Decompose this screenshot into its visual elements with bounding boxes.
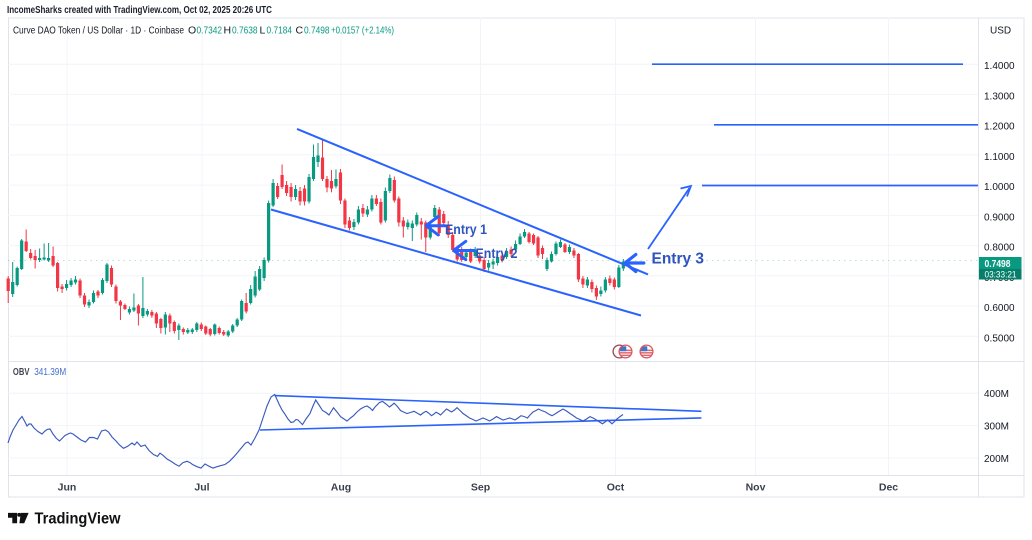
svg-text:1.1000: 1.1000 [984,152,1015,163]
svg-text:1.4000: 1.4000 [984,61,1015,72]
svg-text:400M: 400M [984,389,1009,400]
svg-text:Jun: Jun [58,482,77,494]
svg-text:0.7498: 0.7498 [985,259,1011,270]
svg-text:Dec: Dec [879,482,898,494]
svg-text:Entry 2: Entry 2 [476,246,518,261]
svg-text:Oct: Oct [607,482,625,494]
svg-text:0.6000: 0.6000 [984,303,1015,314]
svg-text:TradingView: TradingView [35,510,122,527]
svg-text:341.39M: 341.39M [34,367,66,378]
svg-text:1.2000: 1.2000 [984,122,1015,133]
svg-text:0.5000: 0.5000 [984,333,1015,344]
svg-text:1.0000: 1.0000 [984,182,1015,193]
svg-text:Entry 1: Entry 1 [445,222,487,237]
svg-text:0.9000: 0.9000 [984,212,1015,223]
svg-text:Aug: Aug [331,482,351,494]
svg-text:03:33:21: 03:33:21 [985,270,1017,281]
svg-text:200M: 200M [984,454,1009,465]
svg-text:Sep: Sep [471,482,490,494]
svg-text:300M: 300M [984,422,1009,433]
svg-text:Jul: Jul [194,482,209,494]
svg-text:IncomeSharks created with Trad: IncomeSharks created with TradingView.co… [7,4,272,16]
svg-text:0.8000: 0.8000 [984,243,1015,254]
svg-text:Nov: Nov [746,482,766,494]
svg-text:1.3000: 1.3000 [984,91,1015,102]
svg-text:Curve DAO Token / US Dollar ·: Curve DAO Token / US Dollar · 1D · Coinb… [13,25,184,37]
svg-text:Entry 3: Entry 3 [652,251,705,268]
svg-text:OBV: OBV [13,367,30,378]
svg-text:USD: USD [990,26,1011,37]
